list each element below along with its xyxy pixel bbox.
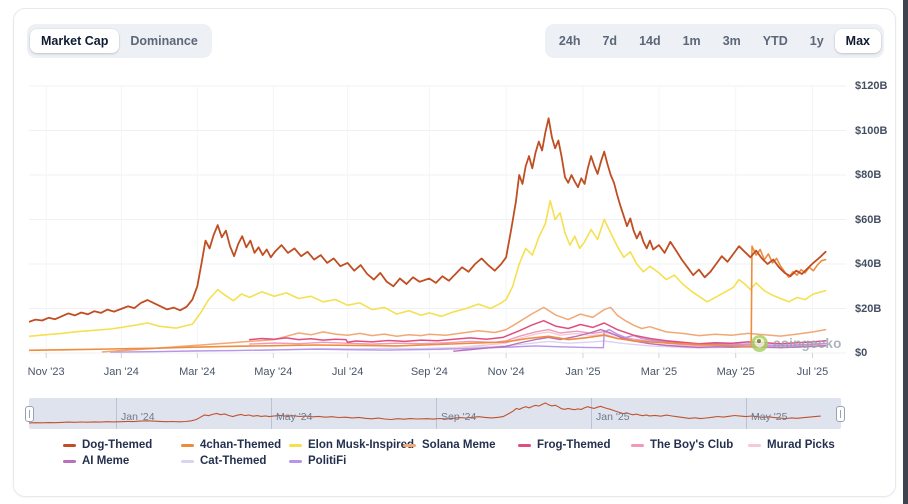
toggle-market-cap[interactable]: Market Cap xyxy=(30,28,120,54)
watermark-text: coingecko xyxy=(773,336,842,351)
view-toggle-group: Market Cap Dominance xyxy=(27,24,212,58)
legend-marker-icon xyxy=(748,443,761,447)
x-tick-label: Jan '25 xyxy=(565,366,601,378)
legend-item-frog-themed[interactable]: Frog-Themed xyxy=(518,438,610,452)
range-1m[interactable]: 1m xyxy=(672,29,712,54)
legend-label: Elon Musk-Inspired xyxy=(308,439,415,451)
series-line-solana-meme xyxy=(101,306,827,353)
y-tick-label: $0 xyxy=(855,347,868,359)
legend-item-4chan-themed[interactable]: 4chan-Themed xyxy=(181,438,281,452)
x-tick-label: Mar '24 xyxy=(179,366,216,378)
x-tick-label: Nov '24 xyxy=(487,366,525,378)
x-tick-label: Jan '24 xyxy=(103,366,139,378)
legend-item-politifi[interactable]: PolitiFi xyxy=(289,454,346,468)
x-tick-label: Nov '23 xyxy=(27,366,65,378)
legend-marker-icon xyxy=(63,443,76,447)
navigator-tick-label: May '25 xyxy=(751,411,788,423)
legend-item-murad-picks[interactable]: Murad Picks xyxy=(748,438,835,452)
navigator-gridline xyxy=(271,398,272,429)
legend-label: 4chan-Themed xyxy=(200,439,282,451)
x-tick-label: Jul '24 xyxy=(331,366,364,378)
navigator-selection[interactable] xyxy=(29,398,841,429)
legend-item-elon-musk-inspired[interactable]: Elon Musk-Inspired xyxy=(289,438,414,452)
legend-marker-icon xyxy=(518,443,531,447)
legend-label: Cat-Themed xyxy=(200,455,267,467)
range-24h[interactable]: 24h xyxy=(548,29,592,54)
navigator-series-line xyxy=(29,402,821,424)
series-line-dog-themed xyxy=(28,117,827,323)
y-tick-label: $40B xyxy=(855,258,882,270)
legend-marker-icon xyxy=(63,459,76,463)
navigator-left-handle[interactable] xyxy=(25,406,34,422)
chart-card: Market Cap Dominance 24h 7d 14d 1m 3m YTD 1y Max… xyxy=(13,8,896,497)
navigator-gridline xyxy=(591,398,592,429)
time-range-group: 24h 7d 14d 1m 3m YTD 1y Max xyxy=(544,24,884,58)
legend-label: The Boy's Club xyxy=(650,439,734,451)
navigator-chart-svg xyxy=(29,402,821,424)
x-tick-label: May '25 xyxy=(716,366,755,378)
range-max[interactable]: Max xyxy=(834,28,881,54)
legend-label: AI Meme xyxy=(82,455,130,467)
legend-label: Solana Meme xyxy=(422,439,496,451)
legend-marker-icon xyxy=(289,459,302,463)
navigator-tick-label: May '24 xyxy=(276,411,313,423)
navigator-gridline xyxy=(116,398,117,429)
legend-marker-icon xyxy=(181,459,194,463)
coingecko-watermark: coingecko xyxy=(751,335,842,352)
series-line-elon-musk-inspired xyxy=(28,199,827,338)
x-tick-label: Mar '25 xyxy=(640,366,678,378)
main-chart[interactable] xyxy=(28,76,846,359)
coingecko-logo-icon xyxy=(751,335,768,352)
legend-marker-icon xyxy=(631,443,644,447)
legend-item-dog-themed[interactable]: Dog-Themed xyxy=(63,438,152,452)
legend-label: PolitiFi xyxy=(308,455,347,467)
main-chart-svg[interactable] xyxy=(28,76,846,359)
legend-label: Frog-Themed xyxy=(537,439,611,451)
legend-item-ai-meme[interactable]: AI Meme xyxy=(63,454,129,468)
navigator-tick-label: Jan '24 xyxy=(121,411,155,423)
series-line-politifi xyxy=(109,328,827,353)
navigator-tick-label: Sep '24 xyxy=(441,411,477,423)
legend-label: Murad Picks xyxy=(767,439,835,451)
range-navigator[interactable]: Jan '24 May '24 Sep '24 Jan '25 May '25 xyxy=(25,398,845,429)
navigator-tick-label: Jan '25 xyxy=(596,411,630,423)
toggle-dominance[interactable]: Dominance xyxy=(119,29,208,54)
y-tick-label: $80B xyxy=(855,169,882,181)
x-tick-label: Jul '25 xyxy=(796,366,829,378)
legend-item-cat-themed[interactable]: Cat-Themed xyxy=(181,454,266,468)
range-14d[interactable]: 14d xyxy=(628,29,672,54)
legend-item-the-boy-s-club[interactable]: The Boy's Club xyxy=(631,438,733,452)
legend-item-solana-meme[interactable]: Solana Meme xyxy=(403,438,496,452)
series-line-frog-themed xyxy=(248,319,827,345)
range-1y[interactable]: 1y xyxy=(799,29,835,54)
y-tick-label: $100B xyxy=(855,124,888,137)
legend-marker-icon xyxy=(181,443,194,447)
legend-marker-icon xyxy=(289,443,302,447)
legend-marker-icon xyxy=(403,443,416,447)
range-7d[interactable]: 7d xyxy=(591,29,628,54)
window-edge xyxy=(903,0,908,504)
y-tick-label: $60B xyxy=(855,213,882,226)
navigator-gridline xyxy=(746,398,747,429)
range-3m[interactable]: 3m xyxy=(712,29,752,54)
y-tick-label: $20B xyxy=(855,302,882,315)
x-tick-label: Sep '24 xyxy=(410,366,448,378)
y-tick-label: $120B xyxy=(855,80,888,92)
range-ytd[interactable]: YTD xyxy=(752,29,799,54)
navigator-gridline xyxy=(436,398,437,429)
x-tick-label: May '24 xyxy=(254,366,293,378)
navigator-right-handle[interactable] xyxy=(836,406,845,422)
legend-label: Dog-Themed xyxy=(82,439,153,451)
